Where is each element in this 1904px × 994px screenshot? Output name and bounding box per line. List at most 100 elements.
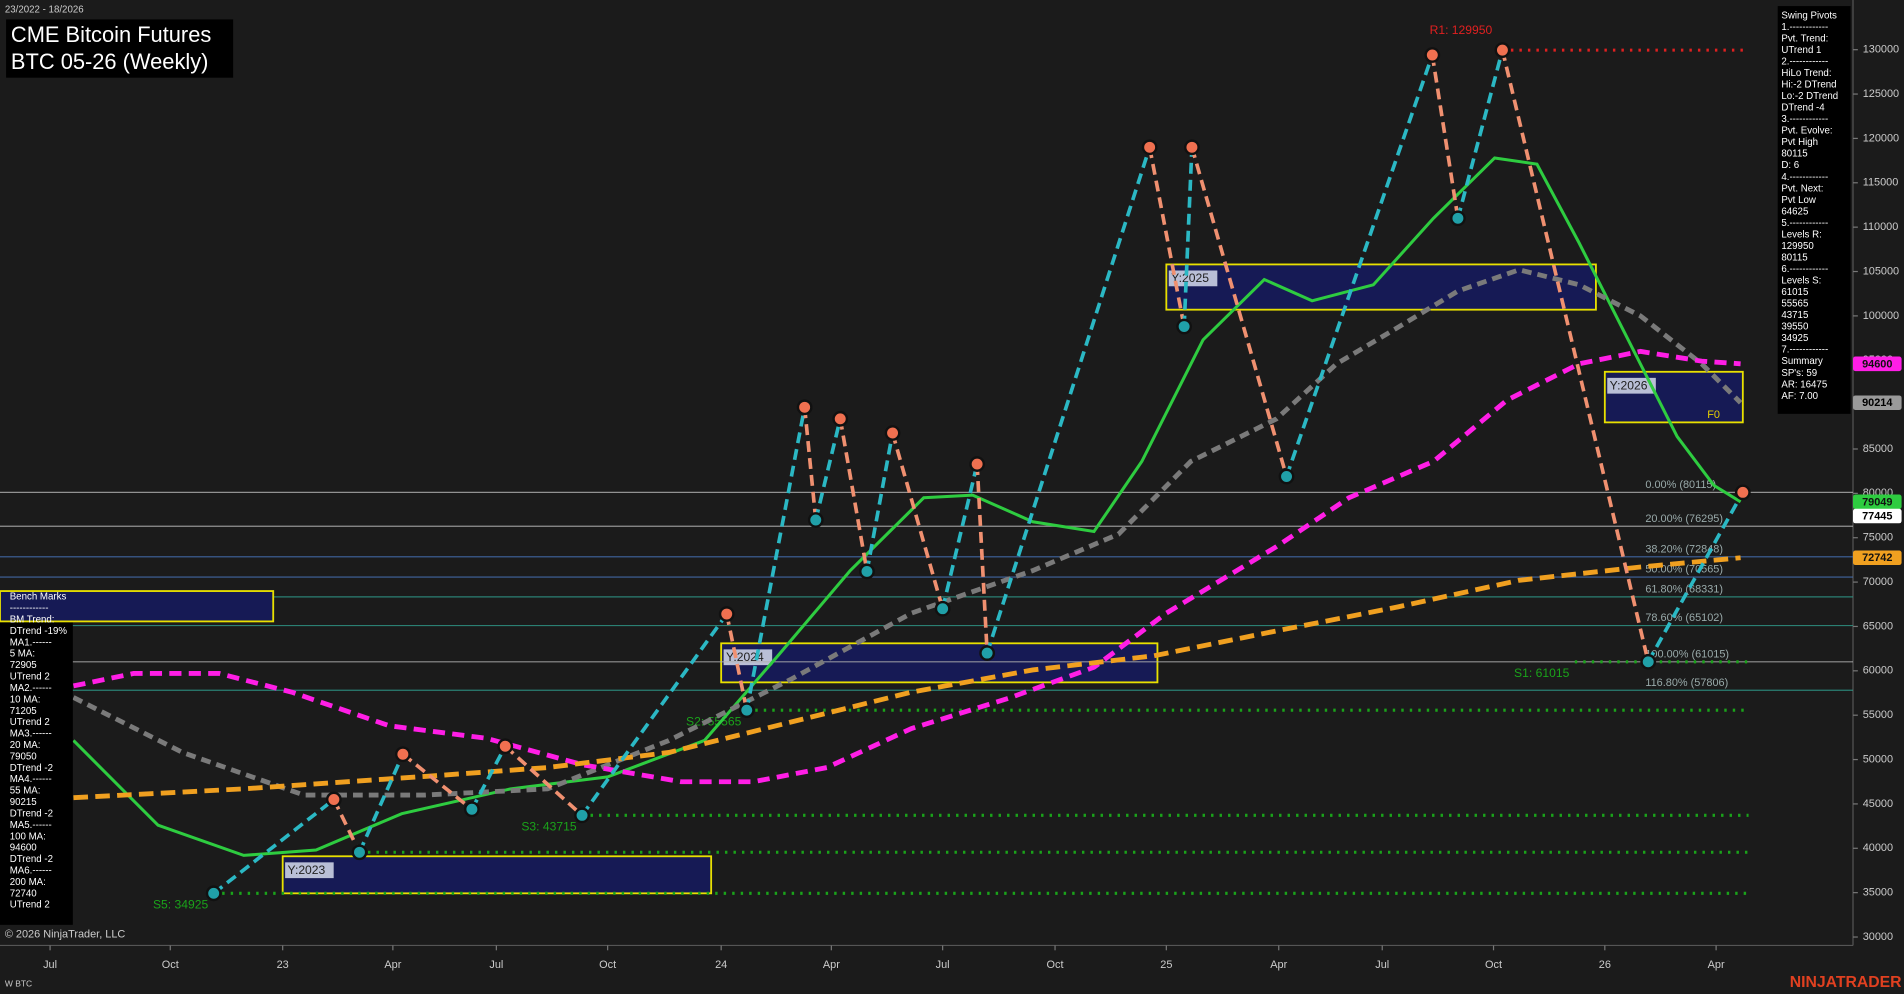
swing-pivot (351, 844, 368, 861)
swing-pivot (1450, 210, 1466, 227)
zone-label: Y:2023 (288, 863, 326, 877)
swing-leg (890, 432, 945, 610)
pivot-text: SP's: 59 (1781, 368, 1817, 379)
swing-leg (1147, 146, 1186, 327)
swing-pivot (1640, 653, 1657, 670)
price-tag (1853, 550, 1902, 566)
benchmark-text: 55 MA: (10, 786, 41, 797)
y-tick-label: 70000 (1863, 576, 1893, 588)
swing-pivot (1176, 318, 1193, 335)
brand: NINJATRADER (1790, 974, 1902, 991)
instrument: W BTC (5, 979, 32, 989)
y-tick-label: 65000 (1863, 620, 1893, 632)
y-tick-label: 125000 (1863, 88, 1899, 100)
swing-leg (1182, 147, 1194, 327)
ma-line (72, 348, 1741, 785)
pivot-text: 34925 (1781, 333, 1808, 344)
x-tick-label: 25 (1160, 959, 1172, 971)
x-tick-label: Apr (1270, 959, 1287, 971)
swing-leg (985, 146, 1152, 654)
price-tag-label: 77445 (1862, 511, 1892, 523)
chart-subtitle: BTC 05-26 (Weekly) (11, 49, 209, 74)
swing-leg (1500, 49, 1650, 663)
pivot-text: Pvt. Evolve: (1781, 126, 1832, 137)
swing-leg (401, 752, 474, 811)
y-tick-label: 115000 (1863, 177, 1899, 189)
benchmark-text: 71205 (10, 706, 37, 717)
benchmark-text: UTrend 2 (10, 672, 50, 683)
x-tick-label: 24 (715, 959, 727, 971)
y-tick-label: 105000 (1863, 265, 1899, 277)
pivot-text: 55565 (1781, 299, 1808, 310)
date-range: 23/2022 - 18/2026 (5, 4, 84, 15)
pivot-text: 4.------------ (1781, 172, 1828, 183)
fib-label: 38.20% (72848) (1645, 543, 1723, 555)
pivot-panel (1777, 6, 1851, 414)
benchmark-text: DTrend -19% (10, 626, 68, 637)
pivot-text: 5.------------ (1781, 218, 1828, 229)
benchmark-text: DTrend -2 (10, 763, 53, 774)
swing-pivot (832, 410, 849, 427)
y-tick-label: 120000 (1863, 132, 1899, 144)
swing-pivot (807, 512, 824, 528)
swing-pivot (718, 606, 735, 622)
pivot-text: AR: 16475 (1781, 379, 1827, 390)
swing-leg (802, 407, 818, 521)
fib-label: 61.80% (68331) (1645, 584, 1723, 596)
swing-leg (1190, 146, 1289, 478)
swing-leg (1456, 49, 1505, 219)
swing-leg (1284, 54, 1435, 478)
chart-title: CME Bitcoin Futures (11, 22, 211, 47)
price-tag (1853, 494, 1902, 510)
y-tick-label: 55000 (1863, 709, 1893, 721)
x-tick-label: Oct (599, 959, 616, 971)
benchmark-text: ------------ (10, 603, 49, 614)
pivot-text: 80115 (1781, 149, 1807, 160)
benchmark-text: 10 MA: (10, 694, 41, 705)
level-label: S2: 55565 (686, 715, 742, 729)
y-tick-label: 45000 (1863, 798, 1893, 810)
benchmark-text: 90215 (10, 797, 37, 808)
pivot-text: 7.------------ (1781, 345, 1828, 356)
swing-pivot (463, 801, 480, 818)
y-tick-label: 75000 (1863, 532, 1893, 544)
benchmark-text: MA3.------ (10, 729, 52, 740)
fib-label: 116.80% (57806) (1645, 677, 1728, 689)
benchmark-text: MA2.------ (10, 683, 52, 694)
swing-pivot (325, 791, 342, 808)
pivot-text: AF: 7.00 (1781, 391, 1818, 402)
zone-label: Y:2026 (1610, 379, 1648, 393)
x-tick-label: Jul (489, 959, 503, 971)
pivot-text: Pvt. Trend: (1781, 33, 1828, 44)
y-tick-label: 80000 (1863, 487, 1893, 499)
pivot-text: 80115 (1781, 252, 1807, 263)
pivot-text: Summary (1781, 356, 1823, 367)
benchmark-text: Bench Marks (10, 592, 67, 603)
swing-pivot (1734, 484, 1751, 501)
y-tick-label: 100000 (1863, 310, 1899, 322)
swing-pivot (574, 807, 590, 824)
price-tag (1853, 356, 1902, 372)
swing-leg (1646, 491, 1745, 663)
price-tag-label: 72742 (1862, 552, 1892, 564)
swing-pivot (1494, 42, 1511, 59)
swing-pivot (1424, 47, 1441, 63)
x-tick-label: Oct (1485, 959, 1502, 971)
benchmark-text: 79050 (10, 751, 38, 762)
x-tick-label: 23 (277, 959, 289, 971)
pivot-text: DTrend -4 (1781, 103, 1825, 114)
pivot-text: D: 6 (1781, 160, 1799, 171)
y-tick-label: 110000 (1863, 221, 1899, 233)
swing-leg (580, 612, 729, 817)
zone-label-bg (1168, 270, 1218, 287)
pivot-text: Levels S: (1781, 276, 1821, 287)
benchmark-text: BM Trend: (10, 615, 55, 626)
pivot-text: Lo:-2 DTrend (1781, 91, 1838, 102)
swing-leg (212, 798, 335, 895)
y-tick-label: 50000 (1863, 753, 1893, 765)
zone-label-bg (1607, 377, 1656, 394)
fib-label: 78.60% (65102) (1645, 612, 1723, 624)
x-tick-label: Oct (1047, 959, 1064, 971)
